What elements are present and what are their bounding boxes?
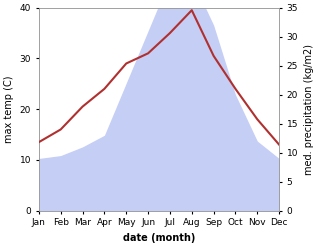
Y-axis label: med. precipitation (kg/m2): med. precipitation (kg/m2) [304, 44, 314, 175]
X-axis label: date (month): date (month) [123, 233, 195, 243]
Y-axis label: max temp (C): max temp (C) [4, 75, 14, 143]
